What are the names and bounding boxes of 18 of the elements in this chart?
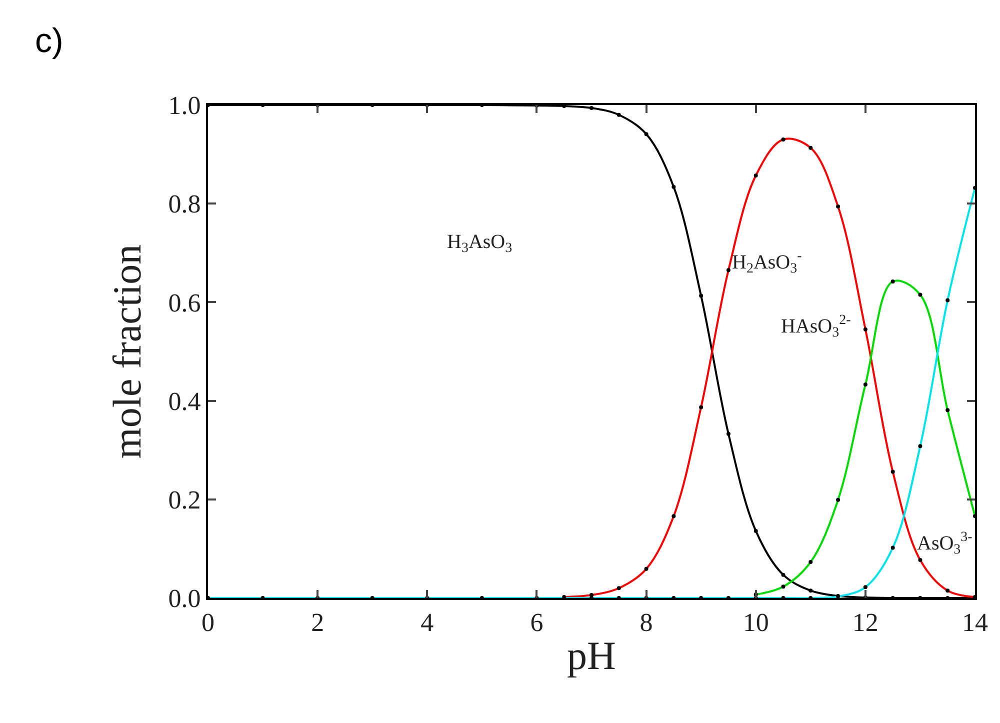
x-axis-title: pH: [567, 633, 616, 678]
text: c): [35, 22, 64, 60]
y-tick-label: 0.6: [168, 288, 201, 318]
x-tick-label: 10: [742, 608, 769, 638]
y-tick-label: 0.4: [168, 386, 201, 416]
y-axis-title: mole fraction: [104, 244, 150, 459]
x-tick-label: 2: [311, 608, 324, 638]
x-tick-label: 6: [530, 608, 544, 638]
y-tick-label: 1.0: [168, 91, 201, 120]
x-tick-label: 4: [420, 608, 434, 638]
annotation: H$_{3}$AsO$_{3}$: [447, 231, 512, 256]
y-tick-label: 0.2: [168, 486, 201, 514]
x-tick-label: 8: [640, 608, 653, 638]
x-tick-label: 12: [852, 608, 878, 638]
x-tick-label: 0: [202, 608, 214, 638]
y-tick-label: 0.0: [168, 584, 201, 614]
y-tick-label: 0.8: [168, 190, 201, 219]
x-tick-label: 14: [962, 608, 988, 638]
